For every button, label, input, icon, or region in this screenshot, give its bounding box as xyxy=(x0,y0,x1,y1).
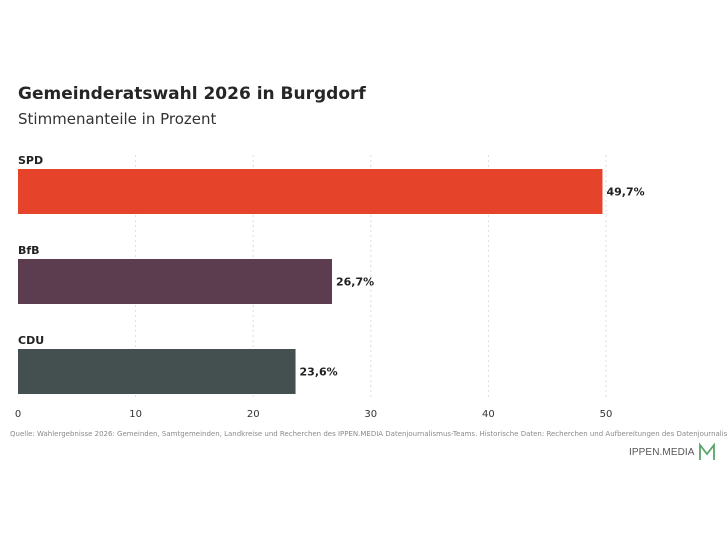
x-tick-label: 30 xyxy=(364,409,377,420)
bar-cdu xyxy=(18,349,296,394)
value-label: 23,6% xyxy=(300,366,338,379)
x-tick-label: 20 xyxy=(247,409,260,420)
bar-spd xyxy=(18,169,603,214)
category-label: BfB xyxy=(18,244,40,257)
bars: SPD 49,7% BfB 26,7% CDU 23,6% xyxy=(18,154,645,394)
logo-text: IPPEN.MEDIA xyxy=(629,446,695,458)
value-label: 49,7% xyxy=(606,186,644,199)
x-tick-label: 40 xyxy=(482,409,495,420)
chart-subtitle: Stimmenanteile in Prozent xyxy=(18,110,217,128)
x-tick-label: 0 xyxy=(15,409,21,420)
x-tick-label: 50 xyxy=(600,409,613,420)
bar-chart: SPD 49,7% BfB 26,7% CDU 23,6% 0 10 20 30 40 50 xyxy=(15,154,645,420)
chart-title: Gemeinderatswahl 2026 in Burgdorf xyxy=(18,84,366,104)
category-label: CDU xyxy=(18,334,44,347)
bar-bfb xyxy=(18,259,332,304)
category-label: SPD xyxy=(18,154,43,167)
value-label: 26,7% xyxy=(336,276,374,289)
x-tick-label: 10 xyxy=(129,409,142,420)
source-note: Quelle: Wahlergebnisse 2026: Gemeinden, … xyxy=(10,430,728,438)
logo-m-icon xyxy=(698,442,715,460)
ippen-media-logo: IPPEN.MEDIA xyxy=(629,441,716,463)
x-axis-ticks: 0 10 20 30 40 50 xyxy=(15,409,613,420)
